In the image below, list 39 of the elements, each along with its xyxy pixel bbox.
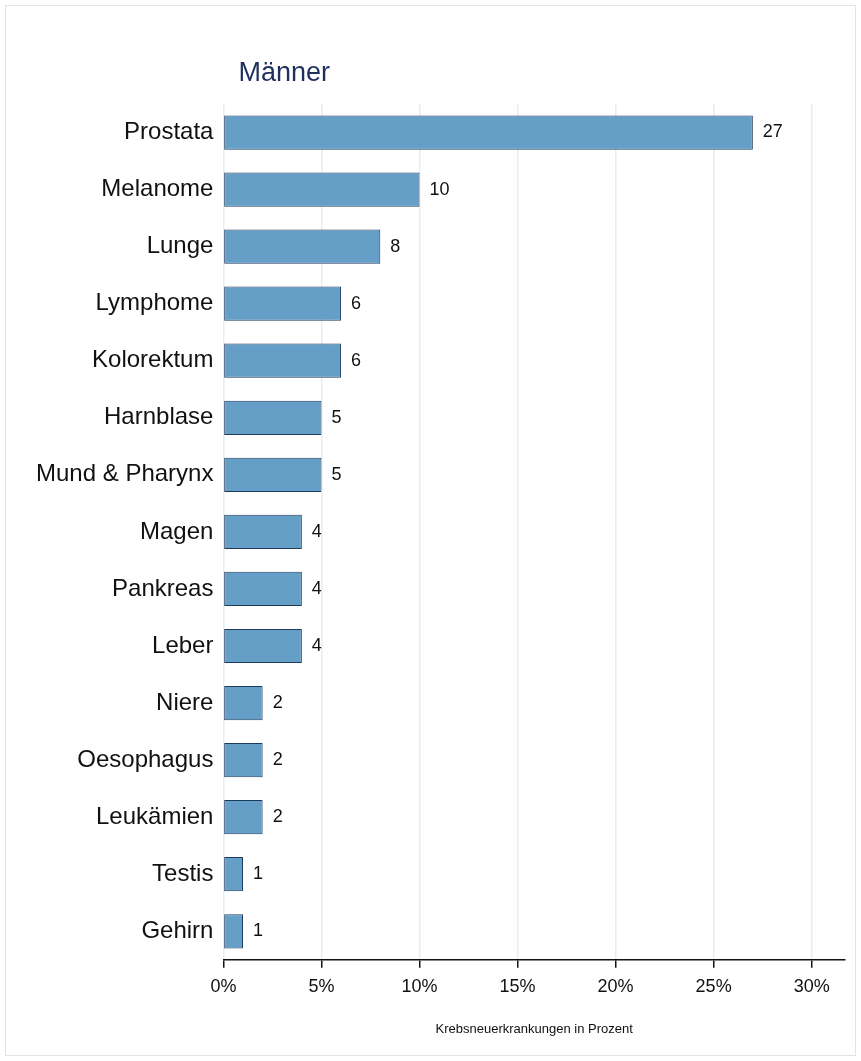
data-label: 2 [272, 806, 283, 827]
x-tick-label: 10% [401, 975, 438, 996]
data-label: 8 [390, 235, 401, 256]
data-label: 4 [311, 577, 322, 598]
x-axis-title: Krebsneuerkrankungen in Prozent [435, 1020, 634, 1036]
data-label: 1 [253, 920, 264, 941]
y-tick-label: Oesophagus [77, 744, 214, 772]
data-label: 27 [762, 121, 783, 142]
x-tick-label: 0% [210, 975, 237, 996]
chart-title: Männer [238, 57, 330, 87]
y-tick-label: Pankreas [112, 573, 214, 601]
y-tick-label: Lunge [146, 231, 214, 259]
data-label: 10 [429, 178, 450, 199]
x-tick-label: 15% [499, 975, 536, 996]
x-tick-label: 25% [695, 975, 732, 996]
data-label: 5 [331, 406, 342, 427]
data-label: 4 [311, 634, 322, 655]
y-tick-label: Mund & Pharynx [36, 459, 214, 487]
y-tick-label: Melanome [101, 174, 214, 202]
x-tick-label: 30% [793, 975, 830, 996]
data-label: 6 [351, 292, 362, 313]
x-tick-label: 5% [308, 975, 335, 996]
y-tick-label: Harnblase [104, 402, 214, 430]
y-tick-label: Lymphome [95, 288, 214, 316]
x-tick-label: 20% [597, 975, 634, 996]
data-label: 6 [351, 349, 362, 370]
y-tick-label: Gehirn [141, 915, 214, 943]
y-tick-label: Niere [156, 687, 214, 715]
data-label: 4 [311, 520, 322, 541]
y-tick-label: Prostata [124, 117, 215, 145]
data-label: 1 [253, 863, 264, 884]
y-tick-label: Leukämien [96, 801, 214, 829]
y-tick-label: Leber [152, 630, 214, 658]
y-tick-label: Magen [140, 516, 214, 544]
data-label: 2 [272, 692, 283, 713]
y-tick-label: Kolorektum [92, 345, 214, 373]
data-label: 5 [331, 463, 342, 484]
y-tick-label: Testis [152, 858, 214, 886]
data-label: 2 [272, 749, 283, 770]
